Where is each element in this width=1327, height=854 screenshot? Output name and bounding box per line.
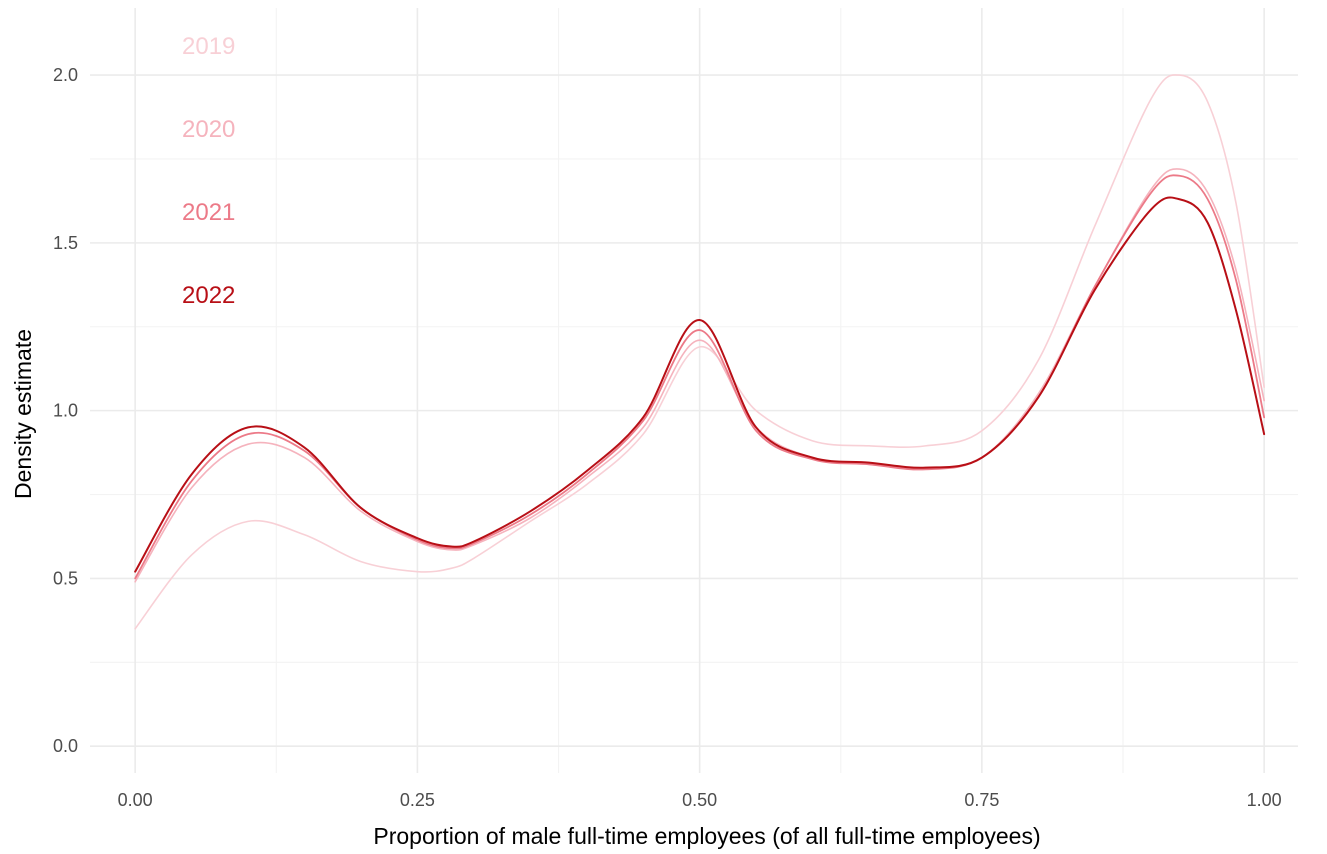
series-line-2019 xyxy=(134,74,1265,630)
y-tick-label: 1.5 xyxy=(53,233,78,253)
x-tick-label: 0.75 xyxy=(964,790,999,810)
x-tick-label: 0.00 xyxy=(118,790,153,810)
legend-label-2021: 2021 xyxy=(182,199,235,226)
legend-label-2022: 2022 xyxy=(182,282,235,309)
grid xyxy=(90,8,1298,773)
y-axis-tick-labels: 0.0 0.5 1.0 1.5 2.0 xyxy=(53,65,78,756)
legend-label-2020: 2020 xyxy=(182,116,235,143)
y-tick-label: 2.0 xyxy=(53,65,78,85)
series-lines xyxy=(134,74,1266,630)
y-axis-title: Density estimate xyxy=(10,329,36,499)
series-line-2022 xyxy=(134,196,1266,573)
x-tick-label: 0.50 xyxy=(682,790,717,810)
legend: 2019 2020 2021 2022 xyxy=(182,33,235,309)
y-tick-label: 0.0 xyxy=(53,736,78,756)
x-axis-title: Proportion of male full-time employees (… xyxy=(373,823,1040,849)
y-tick-label: 1.0 xyxy=(53,401,78,421)
y-tick-label: 0.5 xyxy=(53,568,78,588)
legend-label-2019: 2019 xyxy=(182,33,235,60)
x-tick-label: 0.25 xyxy=(400,790,435,810)
x-axis-tick-labels: 0.00 0.25 0.50 0.75 1.00 xyxy=(118,790,1282,810)
x-tick-label: 1.00 xyxy=(1247,790,1282,810)
